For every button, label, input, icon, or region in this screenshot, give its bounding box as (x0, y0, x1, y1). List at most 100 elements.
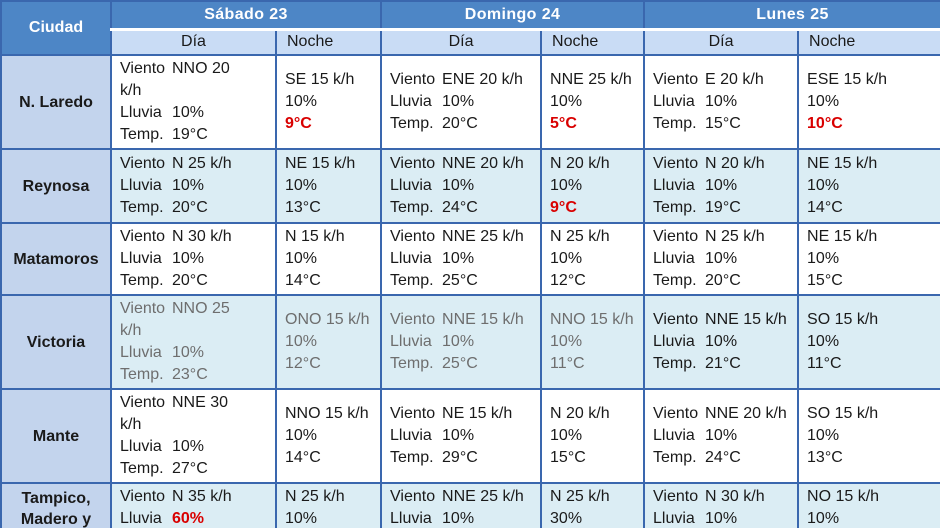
rain-line: 10% (807, 508, 935, 528)
wind-line: NNO 15 k/h (285, 403, 375, 425)
forecast-cell-night: SO 15 k/h 10% 13°C (797, 388, 940, 484)
forecast-cell-night: NE 15 k/h 10% 15°C (797, 222, 940, 296)
rain-line: 10% (550, 175, 638, 197)
forecast-cell-night: N 20 k/h 10% 9°C (540, 148, 646, 224)
rain-line: 10% (807, 248, 935, 270)
rain-label: Lluvia (653, 427, 695, 444)
temp-value: 15°C (550, 449, 586, 466)
rain-value: 10% (442, 510, 475, 527)
rain-value: 10% (807, 510, 840, 527)
forecast-cell-day: Viento NNO 25 k/h Lluvia 10% Temp. 23°C (110, 294, 277, 390)
temp-value: 9°C (285, 115, 312, 132)
wind-value: NNE 20 k/h (705, 405, 787, 422)
temp-value: 20°C (172, 272, 208, 289)
wind-line: NE 15 k/h (807, 153, 935, 175)
rain-line: Lluvia 10% (653, 508, 792, 528)
wind-value: NE 15 k/h (285, 155, 356, 172)
temp-value: 25°C (442, 355, 478, 372)
wind-line: N 15 k/h (285, 226, 375, 248)
rain-label: Lluvia (653, 177, 695, 194)
temp-value: 20°C (442, 115, 478, 132)
city-cell: Mante (0, 388, 112, 484)
rain-value: 10% (705, 510, 738, 527)
temp-value: 25°C (442, 272, 478, 289)
wind-line: Viento NNE 25 k/h (390, 486, 535, 508)
wind-line: Viento N 25 k/h (653, 226, 792, 248)
temp-line: 12°C (285, 353, 375, 375)
temp-line: Temp. 20°C (120, 270, 270, 292)
wind-value: ENE 20 k/h (442, 71, 523, 88)
table-row: Reynosa Viento N 25 k/h Lluvia 10% Temp. 20°C N… (0, 148, 940, 224)
rain-value: 10% (285, 177, 318, 194)
wind-line: Viento NNE 15 k/h (653, 309, 792, 331)
wind-line: N 20 k/h (550, 403, 638, 425)
wind-line: ESE 15 k/h (807, 69, 935, 91)
temp-line: 12°C (550, 270, 638, 292)
rain-line: Lluvia 10% (390, 508, 535, 528)
rain-label: Lluvia (390, 333, 432, 350)
wind-value: NNE 15 k/h (442, 311, 524, 328)
rain-value: 10% (807, 177, 840, 194)
table-row: Matamoros Viento N 30 k/h Lluvia 10% Temp. 20°… (0, 222, 940, 296)
rain-line: 10% (550, 331, 638, 353)
rain-value: 30% (550, 510, 583, 527)
rain-value: 10% (285, 333, 318, 350)
wind-value: NNE 25 k/h (442, 228, 524, 245)
rain-label: Lluvia (120, 344, 162, 361)
rain-value: 10% (705, 250, 738, 267)
rain-line: Lluvia 10% (653, 331, 792, 353)
temp-value: 15°C (807, 272, 843, 289)
wind-line: Viento NNE 20 k/h (390, 153, 535, 175)
table-row: Victoria Viento NNO 25 k/h Lluvia 10% Temp. 23… (0, 294, 940, 390)
city-column-header: Ciudad (0, 0, 112, 56)
rain-value: 10% (442, 250, 475, 267)
temp-value: 29°C (442, 449, 478, 466)
forecast-table-body: N. Laredo Viento NNO 20 k/h Lluvia 10% Temp. 1… (0, 54, 940, 528)
wind-label: Viento (390, 488, 436, 505)
rain-line: 10% (285, 248, 375, 270)
rain-label: Lluvia (390, 427, 432, 444)
temp-line: 13°C (807, 447, 935, 469)
rain-value: 10% (807, 427, 840, 444)
forecast-cell-night: NE 15 k/h 10% 14°C (797, 148, 940, 224)
forecast-cell-night: ONO 15 k/h 10% 12°C (274, 294, 383, 390)
temp-line: 9°C (550, 197, 638, 219)
city-cell: Victoria (0, 294, 112, 390)
temp-line: 14°C (285, 447, 375, 469)
wind-line: NNE 25 k/h (550, 69, 638, 91)
rain-line: Lluvia 10% (120, 175, 270, 197)
wind-line: Viento N 20 k/h (653, 153, 792, 175)
rain-line: Lluvia 10% (390, 175, 535, 197)
forecast-cell-day: Viento N 25 k/h Lluvia 10% Temp. 20°C (643, 222, 800, 296)
forecast-cell-night: N 15 k/h 10% 14°C (274, 222, 383, 296)
rain-label: Lluvia (653, 93, 695, 110)
wind-value: N 20 k/h (705, 155, 765, 172)
wind-label: Viento (653, 405, 699, 422)
rain-line: 10% (285, 425, 375, 447)
temp-value: 20°C (705, 272, 741, 289)
rain-label: Lluvia (390, 250, 432, 267)
wind-label: Viento (390, 71, 436, 88)
temp-label: Temp. (390, 272, 434, 289)
forecast-cell-night: SE 15 k/h 10% 9°C (274, 54, 383, 150)
rain-line: Lluvia 10% (653, 175, 792, 197)
rain-label: Lluvia (120, 250, 162, 267)
rain-value: 10% (442, 333, 475, 350)
table-row: N. Laredo Viento NNO 20 k/h Lluvia 10% Temp. 1… (0, 54, 940, 150)
wind-value: N 25 k/h (550, 228, 610, 245)
wind-value: N 20 k/h (550, 405, 610, 422)
wind-value: NNO 15 k/h (285, 405, 369, 422)
forecast-cell-night: NNO 15 k/h 10% 14°C (274, 388, 383, 484)
rain-value: 10% (285, 427, 318, 444)
temp-line: 9°C (285, 113, 375, 135)
rain-line: 10% (807, 331, 935, 353)
forecast-cell-day: Viento E 20 k/h Lluvia 10% Temp. 15°C (643, 54, 800, 150)
forecast-cell-night: ESE 15 k/h 10% 10°C (797, 54, 940, 150)
rain-label: Lluvia (120, 510, 162, 527)
temp-line: 15°C (807, 270, 935, 292)
temp-label: Temp. (390, 199, 434, 216)
wind-line: Viento NE 15 k/h (390, 403, 535, 425)
